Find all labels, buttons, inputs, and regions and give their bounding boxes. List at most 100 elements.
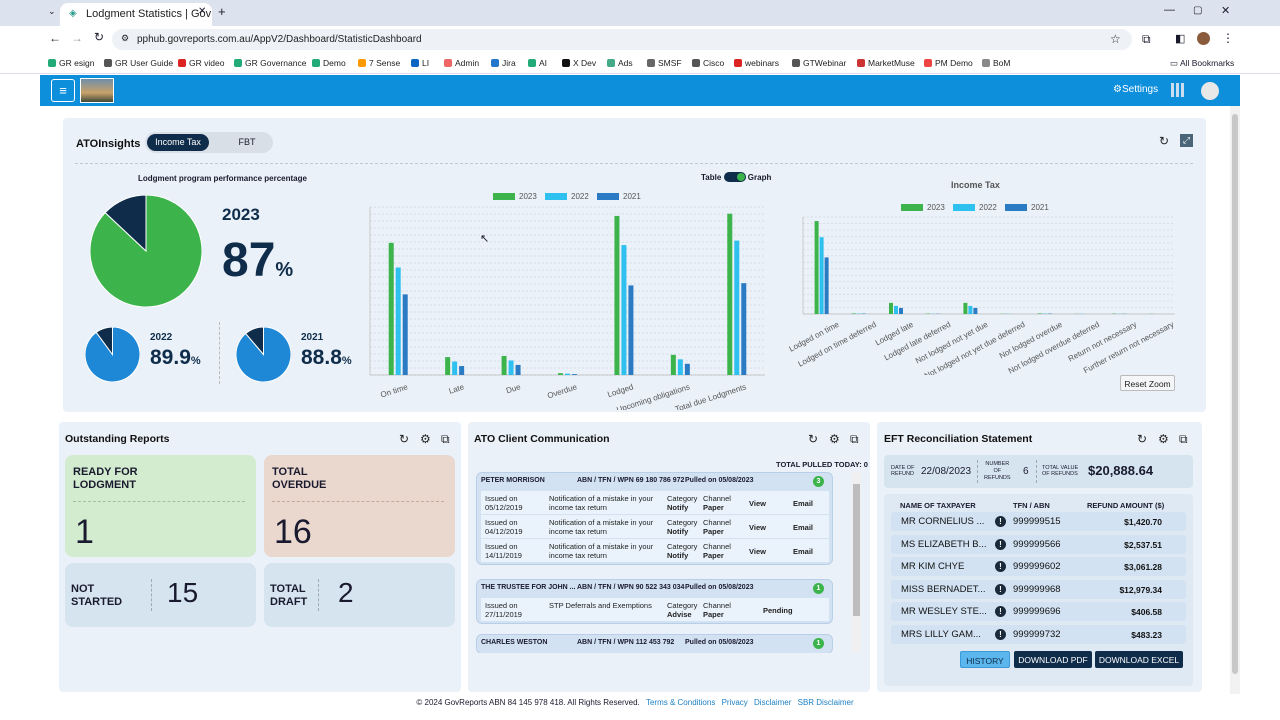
footer-link-sbr-disclaimer[interactable]: SBR Disclaimer bbox=[797, 698, 854, 707]
gear-icon[interactable]: ⚙ bbox=[829, 432, 840, 446]
total-draft-tile[interactable]: TOTAL DRAFT 2 bbox=[264, 563, 455, 627]
settings-button[interactable]: ⚙Settings bbox=[1113, 84, 1158, 95]
reset-zoom-button[interactable]: Reset Zoom bbox=[1120, 375, 1175, 391]
bookmark-item[interactable]: GR esign bbox=[48, 58, 94, 68]
restore-icon[interactable]: ▢ bbox=[1193, 5, 1203, 16]
bookmark-item[interactable]: GTWebinar bbox=[792, 58, 846, 68]
apps-grid-icon[interactable] bbox=[1171, 83, 1185, 97]
site-info-icon[interactable]: ⚙ bbox=[121, 33, 130, 43]
back-icon[interactable]: ← bbox=[49, 31, 61, 45]
refresh-icon[interactable]: ↻ bbox=[1159, 134, 1170, 148]
eft-row[interactable]: MR CORNELIUS ...! 999999515 $1,420.70 bbox=[891, 512, 1186, 531]
refresh-icon[interactable]: ↻ bbox=[1137, 432, 1148, 446]
download-pdf-button[interactable]: DOWNLOAD PDF bbox=[1014, 651, 1092, 668]
minimize-icon[interactable]: — bbox=[1164, 4, 1175, 16]
email-button[interactable]: Email bbox=[793, 547, 814, 556]
page-scrollbar[interactable] bbox=[1230, 106, 1240, 694]
email-button[interactable]: Email bbox=[793, 499, 814, 508]
view-button[interactable]: View bbox=[749, 547, 766, 556]
comm-scrollbar[interactable] bbox=[852, 472, 861, 652]
refresh-icon[interactable]: ↻ bbox=[399, 432, 410, 446]
eft-row[interactable]: MR KIM CHYE! 999999602 $3,061.28 bbox=[891, 557, 1186, 576]
pie-divider bbox=[219, 322, 220, 384]
bookmark-item[interactable]: AI bbox=[528, 58, 547, 68]
all-bookmarks-button[interactable]: ▭ All Bookmarks bbox=[1170, 58, 1235, 68]
channel-label: Channel bbox=[703, 542, 731, 551]
refresh-icon[interactable]: ↻ bbox=[808, 432, 819, 446]
user-avatar[interactable] bbox=[1201, 82, 1219, 100]
ready-for-lodgment-tile[interactable]: READY FOR LODGMENT 1 bbox=[65, 455, 256, 557]
reload-icon[interactable]: ↻ bbox=[94, 30, 105, 44]
info-icon[interactable]: ! bbox=[995, 583, 1006, 595]
side-panel-icon[interactable]: ◧ bbox=[1175, 33, 1186, 45]
footer-link-privacy[interactable]: Privacy bbox=[721, 698, 748, 707]
comm-list-viewport[interactable]: PETER MORRISON ABN / TFN / WPN 69 180 786… bbox=[474, 470, 862, 653]
tab-fbt[interactable]: FBT bbox=[238, 137, 256, 147]
toggle-switch bbox=[723, 172, 746, 182]
info-icon[interactable]: ! bbox=[995, 606, 1006, 617]
new-tab-icon[interactable]: + bbox=[218, 4, 226, 19]
tab-list-icon[interactable]: ⌄ bbox=[48, 6, 56, 16]
bookmark-item[interactable]: X Dev bbox=[562, 58, 596, 68]
menu-button[interactable]: ≡ bbox=[51, 79, 75, 102]
bookmark-item[interactable]: Admin bbox=[444, 58, 479, 68]
view-button[interactable]: View bbox=[749, 523, 766, 532]
comm-row[interactable]: Issued on 14/11/2019 Notification of a mis… bbox=[481, 539, 829, 562]
bookmark-item[interactable]: SMSF bbox=[647, 58, 682, 68]
browser-menu-icon[interactable]: ⋮ bbox=[1222, 31, 1234, 45]
forward-icon[interactable]: → bbox=[71, 31, 83, 45]
refund-amount: $3,061.28 bbox=[1124, 562, 1162, 572]
comm-group[interactable]: PETER MORRISON ABN / TFN / WPN 69 180 786… bbox=[476, 472, 833, 565]
eft-row[interactable]: MS ELIZABETH B...! 999999566 $2,537.51 bbox=[891, 534, 1186, 554]
open-external-icon[interactable]: ⧉ bbox=[1179, 432, 1188, 446]
comm-row[interactable]: Issued on 27/11/2019 STP Deferrals and Exe… bbox=[481, 598, 829, 621]
info-icon[interactable]: ! bbox=[995, 516, 1006, 527]
bookmark-item[interactable]: MarketMuse bbox=[857, 58, 915, 68]
bookmark-star-icon[interactable]: ☆ bbox=[1110, 32, 1121, 46]
comm-row[interactable]: Issued on 04/12/2019 Notification of a mis… bbox=[481, 515, 829, 538]
bookmark-item[interactable]: Cisco bbox=[692, 58, 724, 68]
footer-link-terms[interactable]: Terms & Conditions bbox=[645, 698, 716, 707]
eft-row[interactable]: MISS BERNADET...! 999999968 $12,979.34 bbox=[891, 579, 1186, 599]
bookmark-item[interactable]: GR video bbox=[178, 58, 224, 68]
footer-link-disclaimer[interactable]: Disclaimer bbox=[754, 698, 792, 707]
close-window-icon[interactable]: ✕ bbox=[1221, 5, 1231, 17]
extensions-icon[interactable]: ⧉ bbox=[1142, 32, 1151, 46]
table-graph-toggle[interactable]: Table Graph bbox=[701, 172, 771, 182]
browser-tab[interactable]: ◈ Lodgment Statistics | GovReports bbox=[60, 3, 212, 26]
tab-income-tax[interactable]: Income Tax bbox=[147, 134, 209, 151]
info-icon[interactable]: ! bbox=[995, 561, 1006, 572]
bookmark-item[interactable]: Jira bbox=[491, 58, 516, 68]
open-external-icon[interactable]: ⧉ bbox=[441, 432, 450, 446]
eft-row[interactable]: MRS LILLY GAM...! 999999732 $483.23 bbox=[891, 624, 1186, 644]
bookmark-item[interactable]: GR Governance bbox=[234, 58, 306, 68]
eft-row[interactable]: MR WESLEY STE...! 999999696 $406.58 bbox=[891, 602, 1186, 621]
bookmark-item[interactable]: webinars bbox=[734, 58, 779, 68]
bookmark-item[interactable]: 7 Sense bbox=[358, 58, 400, 68]
not-started-tile[interactable]: NOT STARTED 15 bbox=[65, 563, 256, 627]
open-external-icon[interactable]: ⧉ bbox=[850, 432, 859, 446]
profile-icon[interactable] bbox=[1197, 32, 1210, 45]
bookmark-favicon-icon bbox=[178, 59, 186, 67]
info-icon[interactable]: ! bbox=[995, 538, 1006, 550]
bookmark-item[interactable]: Demo bbox=[312, 58, 346, 68]
download-excel-button[interactable]: DOWNLOAD EXCEL bbox=[1095, 651, 1183, 668]
history-button[interactable]: HISTORY bbox=[960, 651, 1010, 668]
url-bar[interactable]: ⚙ pphub.govreports.com.au/AppV2/Dashboar… bbox=[112, 29, 1132, 50]
email-button[interactable]: Email bbox=[793, 523, 814, 532]
info-icon[interactable]: ! bbox=[995, 628, 1006, 640]
gear-icon[interactable]: ⚙ bbox=[1158, 432, 1169, 446]
bookmark-item[interactable]: LI bbox=[411, 58, 429, 68]
total-overdue-tile[interactable]: TOTAL OVERDUE 16 bbox=[264, 455, 455, 557]
comm-group[interactable]: CHARLES WESTON ABN / TFN / WPN 112 453 79… bbox=[476, 634, 833, 653]
bookmark-item[interactable]: PM Demo bbox=[924, 58, 973, 68]
comm-row[interactable]: Issued on 05/12/2019 Notification of a mis… bbox=[481, 491, 829, 514]
close-tab-icon[interactable]: ✕ bbox=[198, 6, 207, 17]
bookmark-item[interactable]: BoM bbox=[982, 58, 1010, 68]
comm-group[interactable]: THE TRUSTEE FOR JOHN ... ABN / TFN / WPN … bbox=[476, 579, 833, 624]
expand-icon[interactable]: ⤢ bbox=[1180, 134, 1193, 147]
view-button[interactable]: View bbox=[749, 499, 766, 508]
gear-icon[interactable]: ⚙ bbox=[420, 432, 431, 446]
bookmark-item[interactable]: Ads bbox=[607, 58, 633, 68]
bookmark-item[interactable]: GR User Guide bbox=[104, 58, 173, 68]
